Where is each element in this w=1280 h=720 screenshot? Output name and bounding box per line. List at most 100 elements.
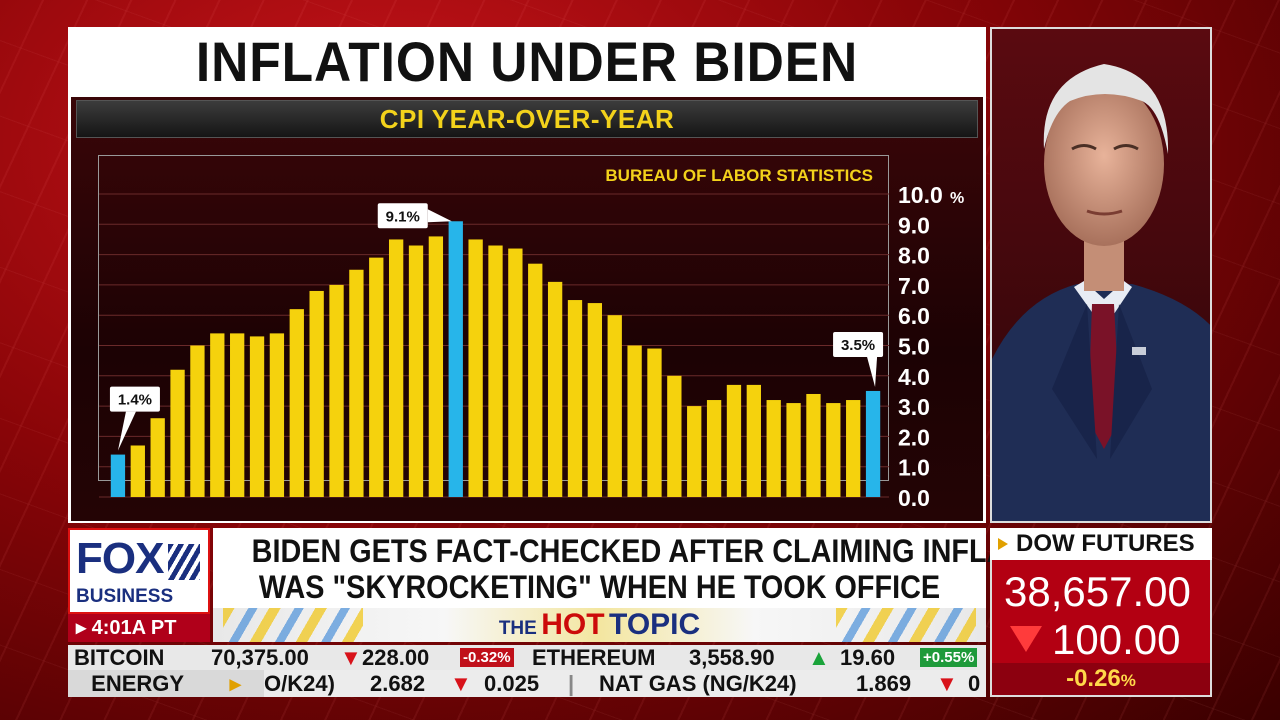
bar [607,315,622,497]
main-title: INFLATION UNDER BIDEN [195,30,859,93]
bar [528,263,543,497]
bar [309,290,324,497]
chart-box: CPI YEAR-OVER-YEAR BUREAU OF LABOR STATI… [71,97,983,521]
y-tick-label: 10.0 [898,182,943,208]
y-tick-label: 7.0 [898,273,930,299]
bar [846,400,861,497]
y-tick-label: 4.0 [898,364,930,390]
callout-pointer [427,209,452,223]
bar [547,281,563,497]
ticker-item2-price: 1.869 [856,671,912,696]
subtitle-bar: CPI YEAR-OVER-YEAR [76,100,978,138]
down-arrow-icon: ▼ [936,671,958,696]
bitcoin-pct: -0.32% [460,648,514,667]
x-tick-label: MAR ‘24 [778,519,861,521]
bar [746,384,761,497]
ticker-item1-change: 0.025 [484,671,540,696]
portrait-illustration [992,64,1210,521]
energy-label: ENERGY [91,671,184,696]
x-tick-label: JUN ‘22 [416,519,493,521]
bar [269,333,285,497]
banner-stripe-right [836,608,976,642]
callout-pointer [867,356,878,387]
logo-slash-icon [168,544,200,580]
y-tick-label: 5.0 [898,334,930,360]
bar [230,333,245,497]
bar [826,403,841,497]
bar [687,406,702,497]
bar [587,303,603,497]
dow-futures-box: 38,657.00 100.00 -0.26% [990,560,1212,697]
bar [388,239,404,497]
segment-hot: HOT [541,608,605,641]
ticker-category: ENERGY ▸ [68,670,264,697]
ticker-item1-price: 2.682 [370,671,426,696]
up-arrow-icon: ▲ [808,645,830,670]
y-tick-label: 3.0 [898,394,930,420]
bar [110,454,126,497]
y-tick-label: 6.0 [898,303,930,329]
callout-box [377,203,428,229]
ethereum-name: ETHEREUM [532,645,656,670]
bar [249,336,265,497]
dow-pct-unit: % [1120,671,1136,690]
callout-box [109,386,160,412]
logo-business-text: BUSINESS [76,586,174,607]
bar [488,245,503,497]
time-text: 4:01A PT [91,617,177,639]
y-tick-label: 8.0 [898,243,930,269]
play-icon: ▸ [229,671,241,696]
bar [786,403,801,497]
bar [627,345,642,497]
callout-pointer [117,411,136,451]
callout-box [833,331,884,357]
bar [190,345,205,497]
dow-percent: -0.26% [992,663,1210,695]
bitcoin-change: 228.00 [362,645,430,670]
portrait-photo [990,27,1212,523]
segment-the: THE [498,618,537,639]
chart-subtitle: CPI YEAR-OVER-YEAR [379,104,675,134]
play-icon: ▸ [76,617,87,639]
callout-label: 3.5% [841,337,875,354]
down-arrow-icon: ▼ [340,645,362,670]
headline-line2: WAS "SKYROCKETING" WHEN HE TOOK OFFICE [258,569,941,605]
crypto-ticker: BITCOIN 70,375.00 ▼ 228.00 -0.32% ETHERE… [68,645,986,670]
y-tick-label: 0.0 [898,485,930,511]
bar [349,269,364,497]
dow-futures-label: DOW FUTURES [990,528,1212,560]
ethereum-price: 3,558.90 [689,645,775,670]
headline-line1: BIDEN GETS FACT-CHECKED AFTER CLAIMING I… [251,533,1075,569]
down-arrow-icon [1010,626,1042,652]
bar [865,390,881,497]
bar [408,245,424,497]
time-display: ▸ 4:01A PT [68,614,210,642]
y-tick-label: 2.0 [898,424,930,450]
down-arrow-icon: ▼ [450,671,472,696]
face [1044,82,1164,246]
y-tick-label: 1.0 [898,455,930,481]
y-unit-label: % [950,190,964,207]
y-tick-label: 9.0 [898,212,930,238]
dow-pct-value: -0.26 [1066,665,1121,692]
fox-business-logo: FOX BUSINESS [68,528,210,614]
bar [567,300,583,497]
bar [210,333,225,497]
bar [130,445,145,497]
cpi-bar-chart: 10.0 9.0 8.0 7.0 6.0 5.0 4.0 3.0 2.0 1.0 0.0% 1.4% 9… [92,182,964,521]
hair [1043,64,1169,154]
ethereum-change: 19.60 [840,645,896,670]
bar [667,375,682,497]
bar [647,348,662,497]
segment-topic: TOPIC [609,608,701,641]
callout-label: 1.4% [118,392,152,409]
logo-fox-text: FOX [76,534,164,583]
bar [170,369,185,497]
ticker-item1-name: O/K24) [264,671,335,696]
dow-value: 38,657.00 [1004,568,1191,615]
ticker-item2-change: 0 [968,671,981,696]
ethereum-pct: +0.55% [920,648,978,667]
bar [806,393,821,497]
hot-topic-banner: THE HOT TOPIC [213,608,986,642]
ticker-item2-name: NAT GAS (NG/K24) [599,671,797,696]
